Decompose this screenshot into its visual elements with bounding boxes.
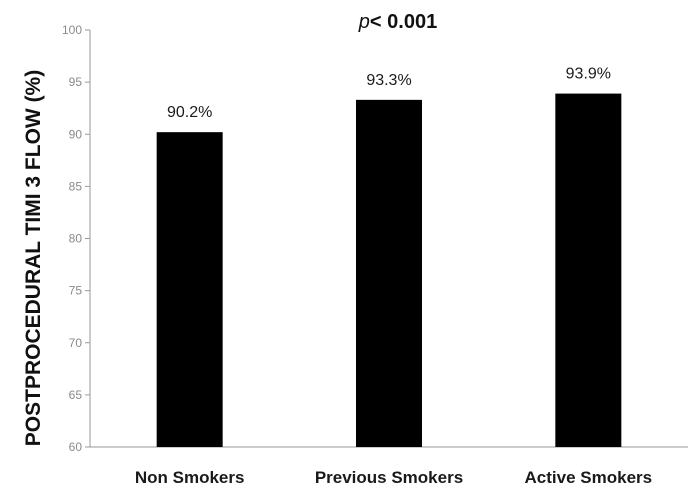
category-labels: Non Smokers Previous Smokers Active Smoker… xyxy=(135,468,652,487)
bar xyxy=(156,132,223,448)
y-tick-label: 70 xyxy=(69,336,83,350)
p-value-annotation: p< 0.001 xyxy=(358,11,437,33)
category-label: Active Smokers xyxy=(525,468,653,487)
y-tick-label: 95 xyxy=(69,75,83,89)
data-labels: 90.2% 93.3% 93.9% xyxy=(167,66,611,122)
y-tick-label: 90 xyxy=(69,127,83,141)
data-label: 93.3% xyxy=(366,72,411,89)
category-label: Non Smokers xyxy=(135,468,245,487)
p-value-text: < 0.001 xyxy=(370,11,437,33)
category-label: Previous Smokers xyxy=(315,468,463,487)
y-tick-label: 85 xyxy=(69,179,83,193)
p-symbol: p xyxy=(358,11,370,33)
data-label: 93.9% xyxy=(566,66,611,83)
y-axis-label: POSTPROCEDURAL TIMI 3 FLOW (%) xyxy=(22,70,45,446)
y-tick-label: 60 xyxy=(69,440,83,454)
y-tick-label: 75 xyxy=(69,284,83,298)
y-tick-label: 80 xyxy=(69,232,83,246)
bar xyxy=(356,99,422,447)
bars xyxy=(156,93,622,448)
y-tick-label: 100 xyxy=(62,23,82,37)
bar xyxy=(555,93,622,447)
y-tick-label: 65 xyxy=(69,388,83,402)
data-label: 90.2% xyxy=(167,104,212,121)
